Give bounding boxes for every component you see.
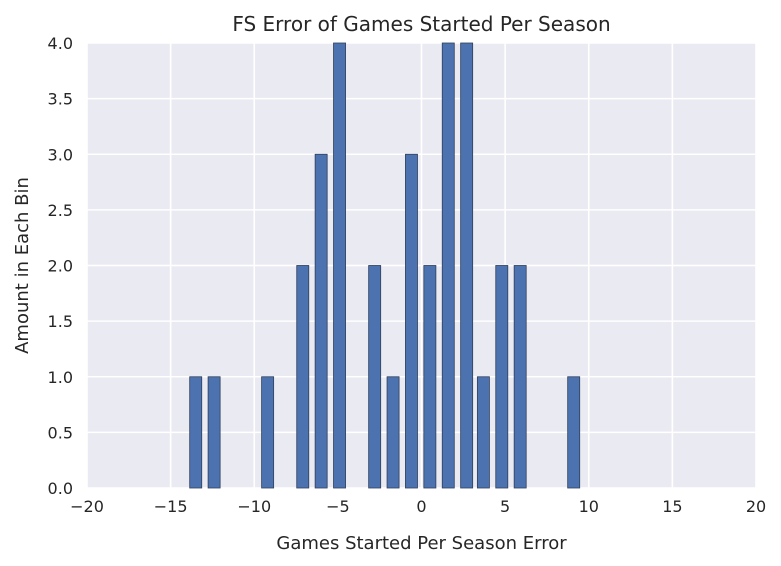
bar [261,376,275,489]
bar [296,265,310,489]
x-tick-label: 20 [746,497,766,516]
x-tick-label: 5 [500,497,510,516]
bar [314,153,328,489]
x-tick-labels: −20 −15 −10 −5 0 5 10 15 20 [70,497,766,516]
y-tick-label: 3.5 [48,90,73,109]
bar [567,376,581,489]
chart-title: FS Error of Games Started Per Season [232,12,610,36]
bar [495,265,509,489]
bar [513,265,527,489]
y-tick-label: 0.5 [48,423,73,442]
y-tick-label: 1.0 [48,368,73,387]
bar [441,42,455,489]
x-tick-label: 0 [416,497,426,516]
bar [460,42,474,489]
x-tick-label: 15 [662,497,682,516]
x-tick-label: −15 [154,497,188,516]
bar [207,376,221,489]
x-tick-label: −20 [70,497,104,516]
y-tick-label: 3.0 [48,145,73,164]
bar [405,153,418,489]
y-tick-label: 1.5 [48,312,73,331]
y-tick-label: 0.0 [48,479,73,498]
bar [189,376,203,489]
x-tick-label: −5 [326,497,350,516]
bar [368,265,382,489]
bar [386,376,400,489]
bar [423,265,437,489]
y-tick-label: 2.5 [48,201,73,220]
x-tick-label: 10 [579,497,599,516]
grid-lines [86,42,757,489]
bar [476,376,490,489]
bar [333,42,346,489]
x-tick-label: −10 [237,497,271,516]
y-tick-labels: 0.0 0.5 1.0 1.5 2.0 2.5 3.0 3.5 4.0 [48,34,73,498]
bars [189,42,581,489]
y-axis-label: Amount in Each Bin [12,177,33,354]
y-tick-label: 2.0 [48,257,73,276]
y-tick-label: 4.0 [48,34,73,53]
x-axis-label: Games Started Per Season Error [276,533,567,554]
